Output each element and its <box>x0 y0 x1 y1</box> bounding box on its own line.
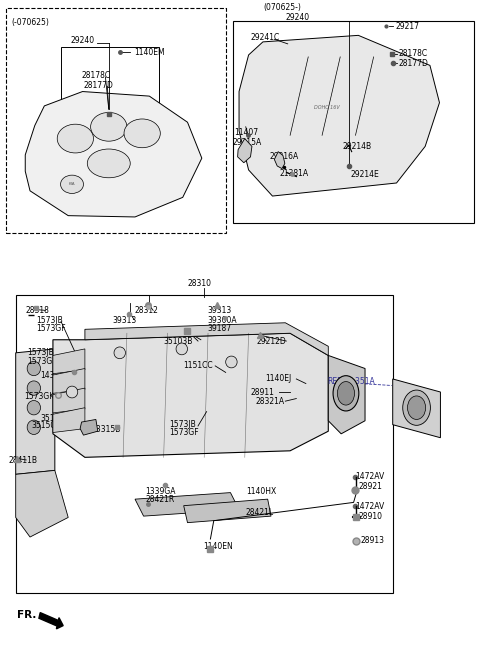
Polygon shape <box>393 379 441 438</box>
Text: 39313: 39313 <box>112 316 136 325</box>
Text: 28321A: 28321A <box>255 398 284 406</box>
Text: DOHC 16V: DOHC 16V <box>314 105 340 110</box>
Text: (070625-): (070625-) <box>264 3 302 12</box>
Text: 29215A: 29215A <box>233 138 262 147</box>
Text: 28913: 28913 <box>360 537 384 545</box>
Text: 1433CA: 1433CA <box>40 371 71 380</box>
Polygon shape <box>53 333 328 457</box>
Text: 1339GA: 1339GA <box>145 487 176 496</box>
Polygon shape <box>184 499 271 523</box>
Bar <box>16 295 393 592</box>
Text: 1140HX: 1140HX <box>246 487 276 496</box>
Text: 28312: 28312 <box>134 306 158 315</box>
Polygon shape <box>53 388 85 413</box>
Text: 28910: 28910 <box>359 512 383 521</box>
Text: 28177D: 28177D <box>84 81 113 89</box>
Text: 1140EN: 1140EN <box>203 543 232 551</box>
Text: 1573GF: 1573GF <box>169 428 199 437</box>
Text: REF.31-351A: REF.31-351A <box>327 377 374 386</box>
Text: 33315B: 33315B <box>91 424 120 434</box>
Polygon shape <box>135 493 239 516</box>
Text: 29217: 29217 <box>395 22 419 31</box>
Text: (-070625): (-070625) <box>11 18 49 27</box>
Text: 1140EM: 1140EM <box>134 48 165 57</box>
Text: 1472AV: 1472AV <box>356 472 385 482</box>
Ellipse shape <box>66 386 78 398</box>
Ellipse shape <box>333 376 359 411</box>
Text: 1151CC: 1151CC <box>184 361 213 371</box>
Text: 28921: 28921 <box>359 482 382 491</box>
Polygon shape <box>53 407 85 432</box>
Ellipse shape <box>403 390 431 425</box>
Text: 39300A: 39300A <box>207 316 237 325</box>
Ellipse shape <box>337 382 355 405</box>
Polygon shape <box>53 349 85 374</box>
Text: 11407: 11407 <box>234 127 258 136</box>
Ellipse shape <box>124 119 160 148</box>
Polygon shape <box>85 323 328 356</box>
Polygon shape <box>80 419 98 435</box>
Text: 29214E: 29214E <box>351 170 380 179</box>
Text: KIA: KIA <box>69 182 75 186</box>
Polygon shape <box>16 470 68 537</box>
Text: 1140EJ: 1140EJ <box>265 375 291 384</box>
Text: 28310: 28310 <box>188 279 212 288</box>
Text: 1573JB: 1573JB <box>36 316 62 325</box>
Polygon shape <box>25 92 202 217</box>
Text: 21381A: 21381A <box>279 169 308 178</box>
Text: 39187: 39187 <box>207 324 232 333</box>
Text: 1573GF: 1573GF <box>28 357 57 366</box>
Ellipse shape <box>27 381 40 396</box>
Text: 29241C: 29241C <box>251 33 280 42</box>
Ellipse shape <box>91 112 127 141</box>
Text: 28178C: 28178C <box>398 49 428 58</box>
Ellipse shape <box>60 175 84 194</box>
Ellipse shape <box>226 356 237 368</box>
Ellipse shape <box>87 149 130 178</box>
Bar <box>6 8 226 234</box>
Text: 28178C: 28178C <box>82 71 111 79</box>
Text: 28421R: 28421R <box>145 495 175 504</box>
Text: 35103B: 35103B <box>164 337 193 346</box>
Text: 28411B: 28411B <box>9 456 37 465</box>
Ellipse shape <box>27 361 40 376</box>
Text: 29240: 29240 <box>71 36 95 45</box>
Text: 1472AV: 1472AV <box>356 502 385 511</box>
Ellipse shape <box>408 396 426 419</box>
Text: 29240: 29240 <box>285 13 310 22</box>
Text: 28318: 28318 <box>25 306 49 315</box>
Text: 28911: 28911 <box>251 388 275 396</box>
Text: 29216A: 29216A <box>270 152 299 161</box>
Ellipse shape <box>176 343 188 355</box>
Text: 1573GK: 1573GK <box>24 392 55 401</box>
Ellipse shape <box>114 347 125 359</box>
Text: 39313: 39313 <box>207 306 232 315</box>
Text: 1573GF: 1573GF <box>36 324 65 333</box>
Text: 1573JB: 1573JB <box>28 348 54 358</box>
Text: 35150A: 35150A <box>31 422 60 430</box>
Ellipse shape <box>57 124 94 153</box>
Text: 35150: 35150 <box>40 414 65 422</box>
Text: 28421L: 28421L <box>246 508 274 517</box>
Polygon shape <box>275 152 285 169</box>
Text: 29212D: 29212D <box>257 337 287 346</box>
Text: FR.: FR. <box>17 611 36 621</box>
Polygon shape <box>328 356 365 434</box>
Polygon shape <box>239 35 440 196</box>
Bar <box>233 21 474 224</box>
Polygon shape <box>16 349 55 474</box>
Bar <box>61 47 159 129</box>
Text: 28177D: 28177D <box>398 59 428 68</box>
Ellipse shape <box>27 420 40 434</box>
Bar <box>341 140 369 168</box>
Polygon shape <box>238 138 252 163</box>
Ellipse shape <box>27 401 40 415</box>
FancyArrow shape <box>39 613 63 629</box>
Text: 29214B: 29214B <box>343 142 372 151</box>
Text: 1573JB: 1573JB <box>169 420 196 429</box>
Polygon shape <box>53 369 85 394</box>
